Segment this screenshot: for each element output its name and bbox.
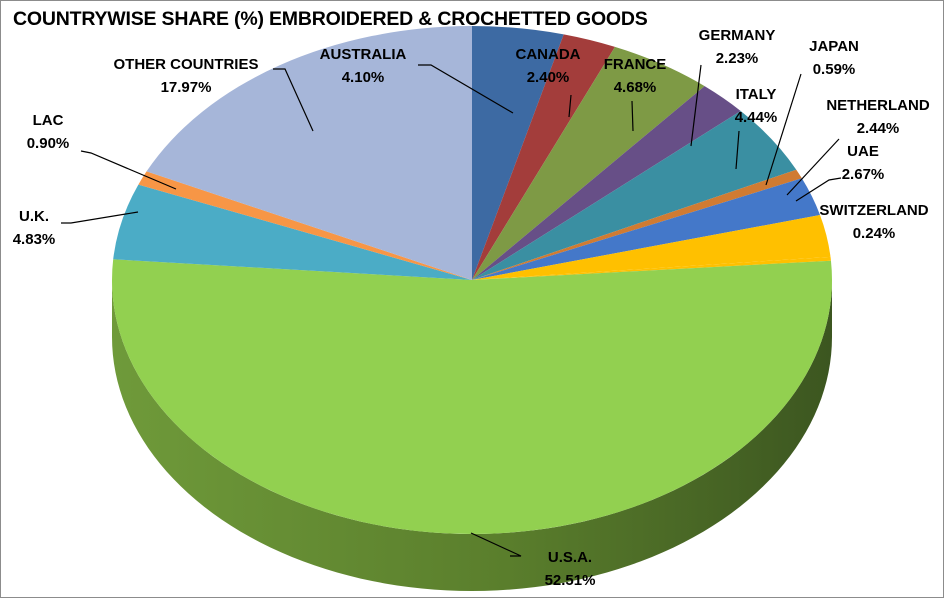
data-label-netherland-value: 2.44% [857, 120, 900, 137]
pie-slice-u-k[interactable] [113, 184, 472, 280]
data-label-lac-value: 0.90% [27, 135, 70, 152]
pie-slice-u-s-a[interactable] [111, 259, 832, 535]
pie-slice-italy[interactable] [472, 110, 797, 280]
data-label-switzerland-name: SWITZERLAND [819, 202, 928, 219]
leader-line-canada [568, 94, 572, 118]
data-label-france-name: FRANCE [604, 56, 667, 73]
data-label-other-countries-value: 17.97% [161, 79, 212, 96]
data-label-australia-value: 4.10% [342, 69, 385, 86]
data-label-netherland-name: NETHERLAND [826, 97, 929, 114]
data-label-other-countries-name: OTHER COUNTRIES [113, 56, 258, 73]
leader-line-italy [735, 130, 740, 170]
pie-slice-switzerland[interactable] [472, 256, 831, 280]
leader-line-france [631, 100, 634, 132]
pie-slice-france[interactable] [472, 46, 705, 280]
pie-slice-japan[interactable] [472, 169, 802, 280]
data-label-france-value: 4.68% [614, 79, 657, 96]
data-label-u-k-value: 4.83% [13, 231, 56, 248]
data-label-u-s-a-name: U.S.A. [548, 549, 592, 566]
pie-slice-netherland[interactable] [472, 178, 821, 280]
data-labels: AUSTRALIA 4.10% CANADA 2.40% FRANCE 4.68% GERM… [13, 27, 930, 589]
chart-title: COUNTRYWISE SHARE (%) EMBROIDERED & CROC… [13, 8, 648, 30]
pie-sides [112, 280, 832, 591]
data-label-japan-name: JAPAN [809, 38, 859, 55]
pie-slices [111, 26, 832, 535]
pie-slice-germany[interactable] [472, 86, 741, 280]
pie-slice-uae[interactable] [472, 214, 831, 280]
data-label-u-k-name: U.K. [19, 208, 49, 225]
data-label-australia-name: AUSTRALIA [320, 46, 407, 63]
leader-line-other-countries [273, 68, 314, 132]
data-label-germany-value: 2.23% [716, 50, 759, 67]
data-label-canada-value: 2.40% [527, 69, 570, 86]
data-label-italy-value: 4.44% [735, 109, 778, 126]
leader-line-netherland [786, 138, 840, 196]
data-label-uae-name: UAE [847, 143, 879, 160]
leader-line-australia [418, 64, 514, 114]
pie-slice-lac[interactable] [138, 171, 472, 280]
data-label-canada-name: CANADA [516, 46, 581, 63]
data-label-u-s-a-value: 52.51% [545, 572, 596, 589]
data-label-lac-name: LAC [33, 112, 64, 129]
data-label-germany-name: GERMANY [699, 27, 776, 44]
data-label-italy-name: ITALY [736, 86, 777, 103]
pie-side-u-s-a [112, 280, 832, 591]
pie-slice-australia[interactable] [472, 26, 564, 280]
data-label-switzerland-value: 0.24% [853, 225, 896, 242]
leader-line-germany [690, 64, 702, 147]
data-label-uae-value: 2.67% [842, 166, 885, 183]
pie-slice-other-countries[interactable] [146, 26, 473, 280]
pie-slice-canada[interactable] [472, 34, 615, 280]
leader-line-u-k [61, 211, 139, 224]
leader-line-uae [795, 177, 842, 202]
leader-line-u-s-a [470, 532, 522, 557]
data-label-japan-value: 0.59% [813, 61, 856, 78]
leader-line-japan [765, 73, 802, 186]
leader-line-lac [80, 150, 177, 190]
